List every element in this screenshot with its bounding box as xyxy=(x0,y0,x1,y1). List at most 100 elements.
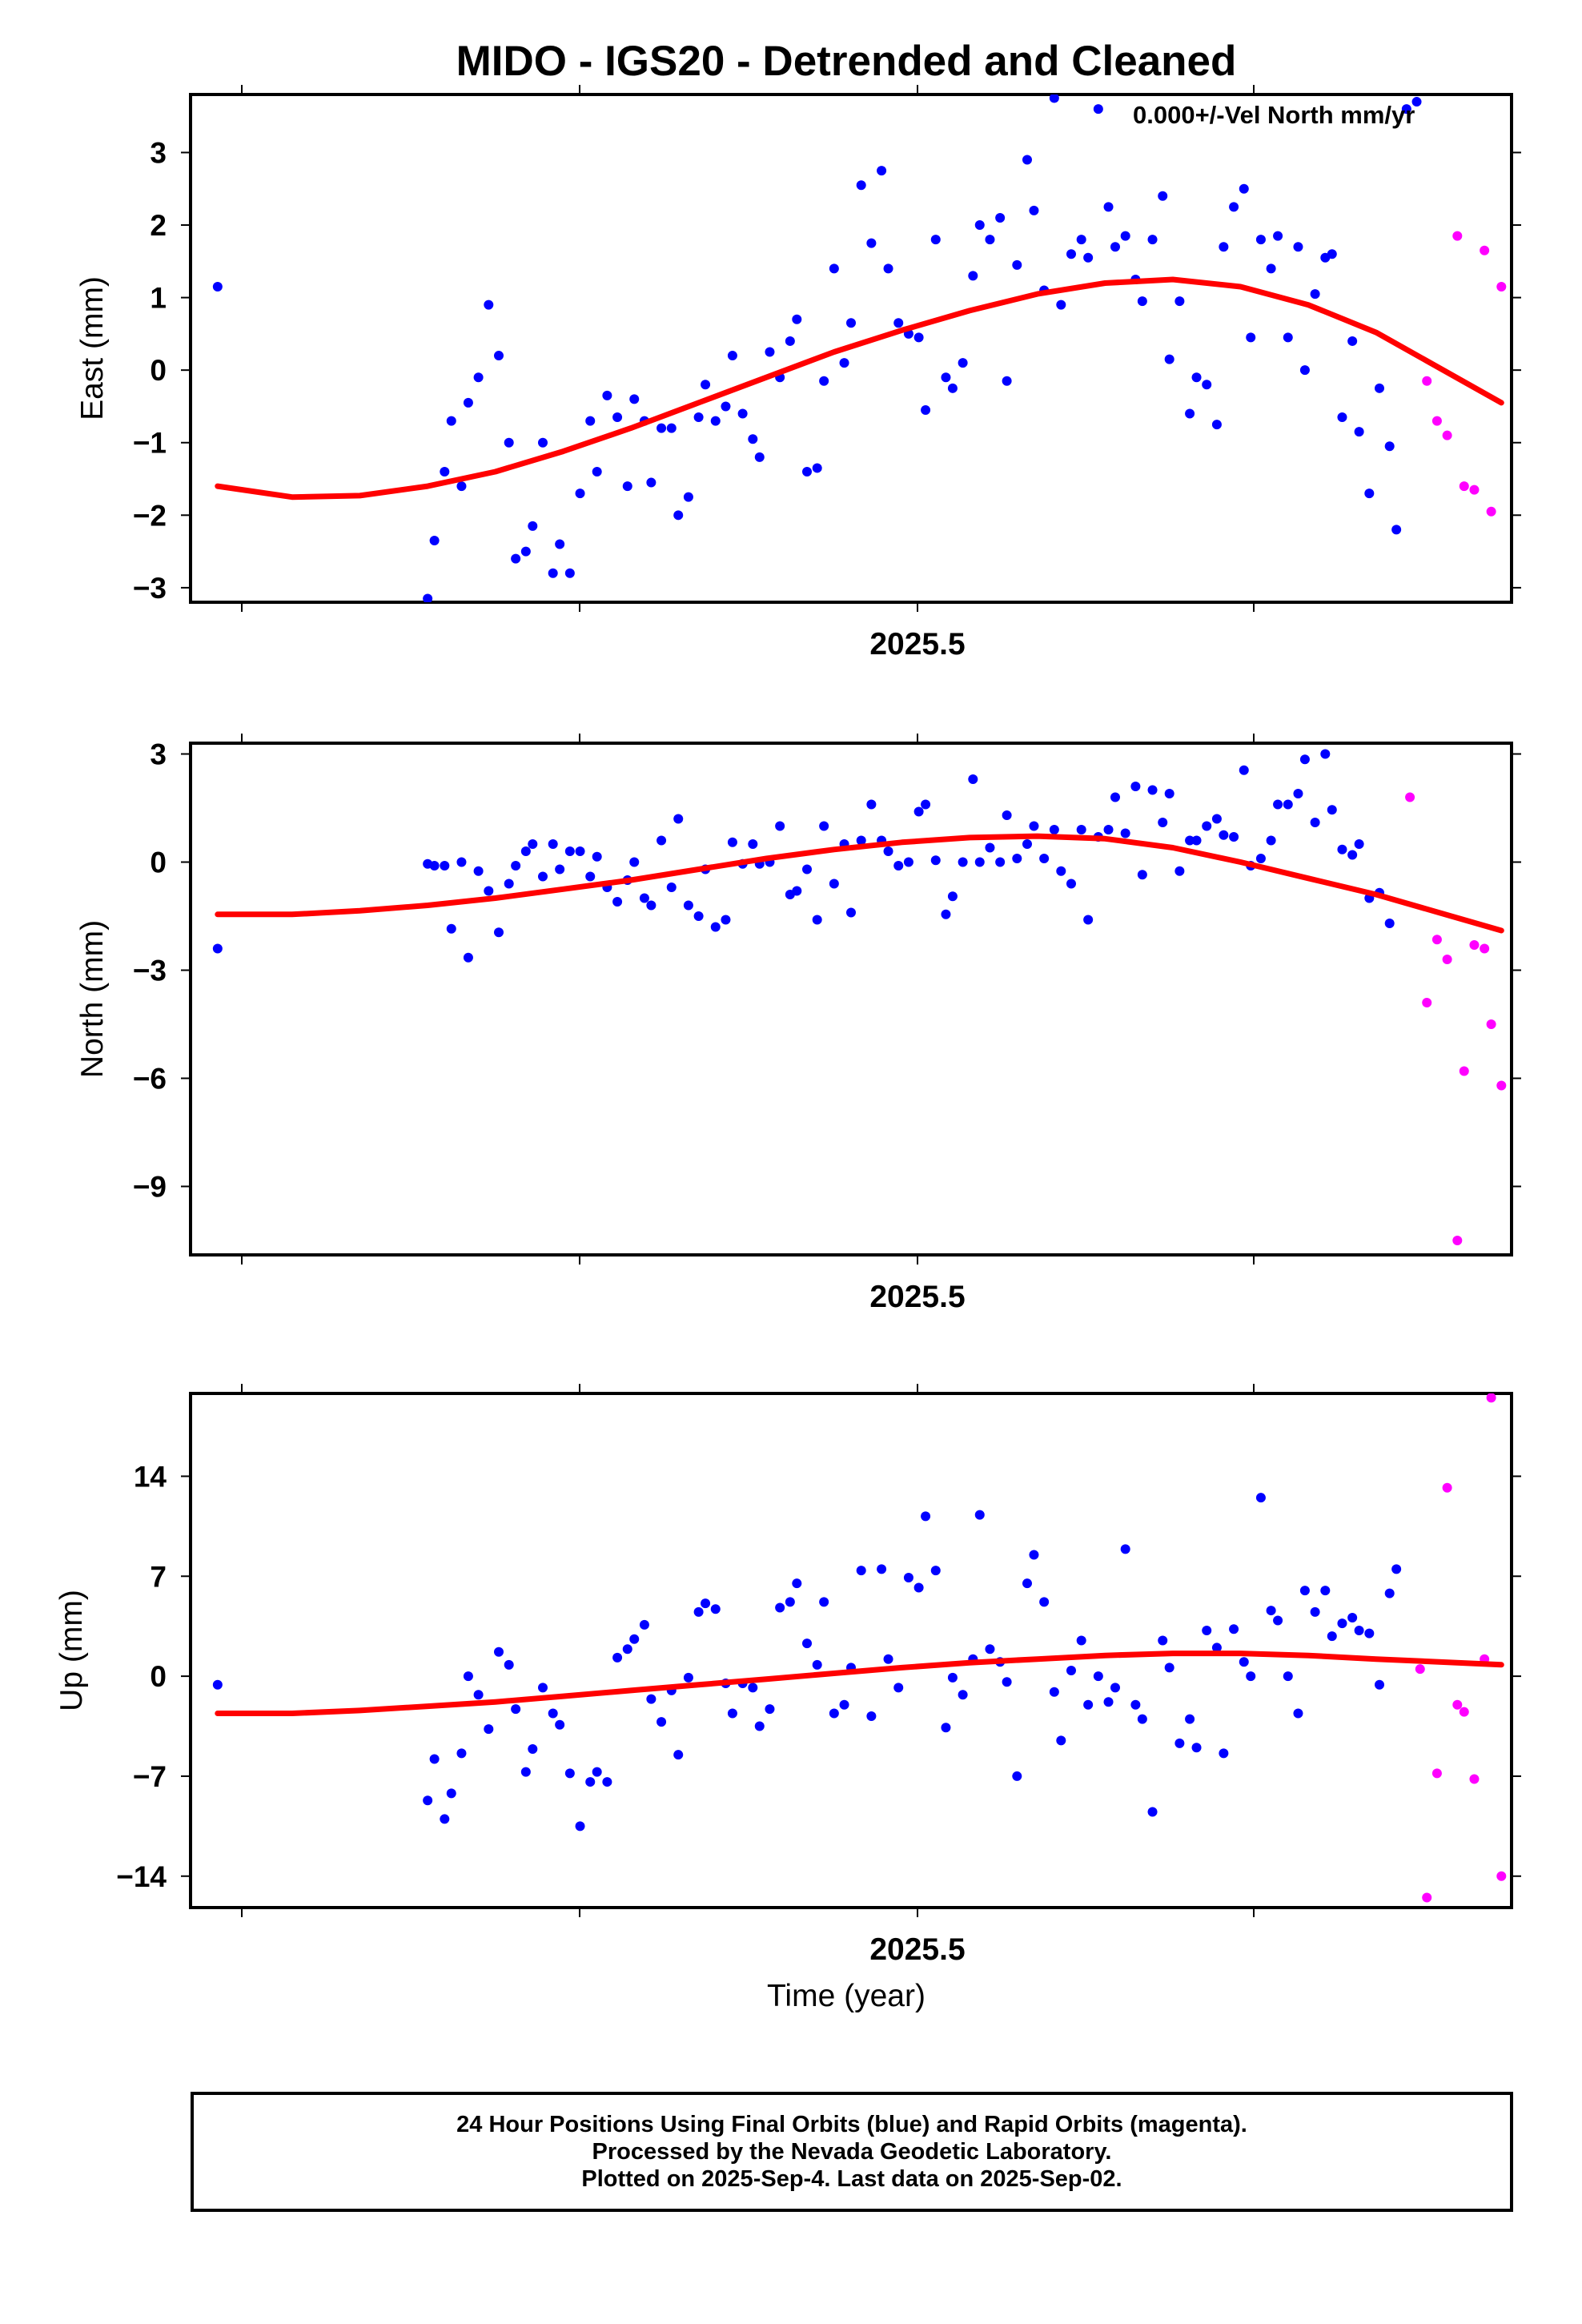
north-final-orbits-point xyxy=(1219,830,1229,840)
north-final-orbits-point xyxy=(883,846,893,856)
east-final-orbits-point xyxy=(548,568,558,578)
east-final-orbits-point xyxy=(812,463,822,473)
up-final-orbits-point xyxy=(520,1767,531,1777)
east-final-orbits-point xyxy=(440,466,450,476)
north-final-orbits-point xyxy=(429,861,440,870)
up-y-tick-label: −14 xyxy=(116,1860,167,1893)
up-final-orbits-point xyxy=(877,1564,887,1574)
east-final-orbits-point xyxy=(446,416,456,426)
east-final-orbits-point xyxy=(602,390,612,400)
north-final-orbits-point xyxy=(592,851,602,862)
up-y-tick-label: 0 xyxy=(150,1660,167,1693)
up-final-orbits-point xyxy=(710,1604,721,1614)
up-final-orbits-point xyxy=(440,1814,450,1824)
up-final-orbits-point xyxy=(1347,1612,1358,1622)
up-rapid-orbits-point xyxy=(1459,1707,1469,1717)
up-final-orbits-point xyxy=(913,1582,924,1593)
up-final-orbits-point xyxy=(575,1821,585,1831)
east-rapid-orbits-point xyxy=(1442,430,1452,440)
east-final-orbits-point xyxy=(1375,383,1384,393)
north-final-orbits-point xyxy=(866,799,877,810)
north-y-tick-label: −3 xyxy=(133,955,167,987)
north-final-orbits-point xyxy=(693,911,704,921)
east-final-orbits-point xyxy=(1354,427,1364,437)
up-rapid-orbits-point xyxy=(1452,1699,1463,1710)
east-final-orbits-point xyxy=(1066,249,1076,259)
east-final-orbits-point xyxy=(1266,263,1276,274)
east-final-orbits-point xyxy=(754,452,765,462)
north-final-orbits-point xyxy=(612,897,623,907)
east-final-orbits-point xyxy=(673,510,684,521)
east-rapid-orbits-point xyxy=(1431,416,1442,426)
up-final-orbits-point xyxy=(1246,1671,1256,1682)
up-final-orbits-point xyxy=(456,1748,467,1759)
up-final-orbits-point xyxy=(473,1690,484,1700)
up-final-orbits-point xyxy=(754,1721,765,1731)
east-final-orbits-point xyxy=(1384,441,1395,452)
east-final-orbits-point xyxy=(701,380,711,390)
east-plot-frame xyxy=(189,93,1513,604)
north-final-orbits-point xyxy=(1354,839,1364,849)
north-final-orbits-point xyxy=(1347,850,1358,860)
up-final-orbits-point xyxy=(1320,1586,1331,1596)
east-final-orbits-point xyxy=(1283,332,1293,343)
east-final-orbits-point xyxy=(1239,183,1249,194)
east-final-orbits-point xyxy=(585,416,596,426)
east-final-orbits-point xyxy=(1211,420,1222,430)
north-final-orbits-point xyxy=(564,846,575,856)
north-final-orbits-point xyxy=(446,923,456,934)
east-final-orbits-point xyxy=(511,553,521,564)
up-final-orbits-point xyxy=(463,1671,473,1682)
up-final-orbits-point xyxy=(1391,1564,1402,1574)
up-final-orbits-point xyxy=(629,1634,640,1644)
north-final-orbits-point xyxy=(1083,915,1094,925)
up-final-orbits-point xyxy=(693,1606,704,1617)
east-final-orbits-point xyxy=(612,412,623,423)
up-y-tick-label: −7 xyxy=(133,1760,167,1793)
east-final-orbits-point xyxy=(968,271,978,281)
up-final-orbits-point xyxy=(819,1597,829,1607)
east-final-orbits-point xyxy=(1391,525,1402,535)
up-final-orbits-point xyxy=(673,1750,684,1760)
east-final-orbits-point xyxy=(974,220,985,231)
up-final-orbits-point xyxy=(802,1638,812,1649)
east-final-orbits-point xyxy=(1299,365,1310,376)
up-final-orbits-point xyxy=(564,1768,575,1779)
north-rapid-orbits-point xyxy=(1486,1019,1496,1029)
up-final-orbits-point xyxy=(1364,1628,1375,1638)
north-final-orbits-point xyxy=(846,907,856,918)
north-final-orbits-point xyxy=(212,943,223,954)
east-final-orbits-point xyxy=(1293,242,1303,252)
up-final-orbits-point xyxy=(1137,1714,1147,1724)
east-final-orbits-point xyxy=(456,481,467,492)
east-final-orbits-point xyxy=(1174,296,1185,307)
up-y-tick-label: 7 xyxy=(150,1560,167,1593)
north-final-orbits-point xyxy=(727,837,737,847)
up-final-orbits-point xyxy=(1130,1699,1141,1710)
north-y-tick-label: −6 xyxy=(133,1063,167,1096)
east-final-orbits-point xyxy=(1364,489,1375,499)
east-final-orbits-point xyxy=(575,489,585,499)
north-final-orbits-point xyxy=(1202,821,1212,831)
north-final-orbits-point xyxy=(775,821,785,831)
north-rapid-orbits-point xyxy=(1422,998,1432,1007)
east-final-orbits-point xyxy=(1327,249,1337,259)
up-final-orbits-point xyxy=(1191,1743,1202,1753)
north-final-orbits-point xyxy=(819,821,829,831)
up-final-orbits-point xyxy=(958,1690,968,1700)
east-final-orbits-point xyxy=(727,351,737,361)
up-final-orbits-point xyxy=(1239,1657,1249,1667)
east-final-orbits-point xyxy=(683,492,693,502)
north-data-layer xyxy=(212,749,1507,1245)
east-final-orbits-point xyxy=(538,437,548,448)
east-final-orbits-point xyxy=(592,466,602,476)
north-y-tick-label: −9 xyxy=(133,1171,167,1204)
north-final-orbits-point xyxy=(721,915,731,925)
up-final-orbits-point xyxy=(893,1683,904,1693)
up-data-layer xyxy=(212,1393,1507,1903)
chart-title: MIDO - IGS20 - Detrended and Cleaned xyxy=(456,38,1237,85)
east-final-orbits-point xyxy=(520,546,531,557)
panels: 2025.5 −3 −2 −1 0 1 2 3 East (mm) 0.000+/-Vel Nor… xyxy=(54,85,1521,2013)
up-final-orbits-point xyxy=(1093,1671,1103,1682)
up-final-orbits-point xyxy=(1056,1735,1066,1746)
